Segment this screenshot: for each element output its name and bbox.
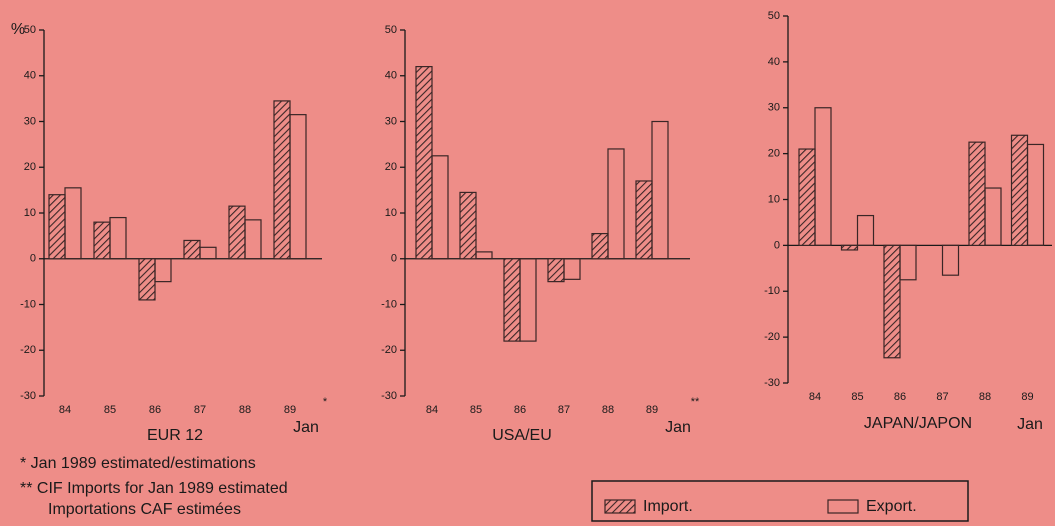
x-tick-label: 84: [809, 391, 821, 403]
y-tick-label: 0: [774, 239, 780, 251]
bar: [93, 221, 111, 260]
bar: [984, 187, 1002, 246]
x-tick-label: 87: [936, 391, 948, 403]
x-tick-label: 87: [558, 404, 570, 416]
bar: [1026, 143, 1045, 246]
bar: [591, 232, 609, 260]
bar: [547, 258, 565, 283]
bar: [899, 244, 917, 281]
footnote: * Jan 1989 estimated/estimations: [20, 455, 256, 472]
y-tick-label: 50: [385, 24, 397, 36]
annotation: Jan: [293, 419, 319, 436]
y-tick-label: -10: [20, 298, 36, 310]
y-tick-label: 20: [385, 161, 397, 173]
y-tick-label: -30: [764, 377, 780, 389]
bar: [415, 65, 433, 260]
y-tick-label: 10: [385, 207, 397, 219]
y-axis-label: %: [11, 21, 25, 38]
legend-box: [591, 480, 969, 522]
y-tick-label: -20: [764, 331, 780, 343]
bar: [183, 239, 201, 260]
bar: [199, 246, 217, 260]
annotation: *: [323, 396, 328, 408]
y-tick-label: -20: [20, 344, 36, 356]
legend-label: Import.: [643, 498, 693, 515]
footnote: Importations CAF estimées: [48, 501, 241, 518]
legend-label: Export.: [866, 498, 917, 515]
x-tick-label: 86: [894, 391, 906, 403]
y-tick-label: 20: [24, 161, 36, 173]
x-tick-label: 84: [59, 404, 71, 416]
bar: [798, 148, 816, 246]
y-tick-label: 50: [768, 10, 780, 22]
x-tick-label: 85: [104, 404, 116, 416]
bar: [109, 216, 127, 260]
chart-subtitle: JAPAN/JAPON: [864, 415, 972, 432]
y-tick-label: 40: [385, 70, 397, 82]
bar: [607, 148, 625, 260]
footnote: ** CIF Imports for Jan 1989 estimated: [20, 480, 288, 497]
y-tick-label: -10: [764, 285, 780, 297]
bar: [563, 258, 581, 280]
x-tick-label: 89: [1021, 391, 1033, 403]
y-tick-label: -20: [381, 344, 397, 356]
y-tick-label: -30: [381, 390, 397, 402]
bar: [503, 258, 521, 342]
bar: [289, 114, 307, 260]
x-tick-label: 88: [979, 391, 991, 403]
bar: [635, 180, 653, 260]
bar: [814, 107, 832, 246]
x-tick-label: 87: [194, 404, 206, 416]
bar: [840, 244, 859, 251]
x-tick-label: 88: [602, 404, 614, 416]
bar: [968, 141, 986, 246]
chart-subtitle: USA/EU: [492, 427, 552, 444]
x-tick-label: 85: [851, 391, 863, 403]
y-tick-label: 0: [391, 253, 397, 265]
annotation: Jan: [1017, 416, 1043, 433]
x-tick-label: 85: [470, 404, 482, 416]
y-tick-label: 40: [768, 56, 780, 68]
y-tick-label: -30: [20, 390, 36, 402]
y-tick-label: 0: [30, 253, 36, 265]
x-tick-label: 86: [149, 404, 161, 416]
y-tick-label: 30: [768, 102, 780, 114]
x-tick-label: 86: [514, 404, 526, 416]
bar: [883, 244, 901, 359]
bar: [475, 251, 493, 260]
bar: [154, 258, 172, 283]
x-tick-label: 88: [239, 404, 251, 416]
bar: [48, 194, 66, 260]
bar: [64, 187, 82, 260]
bar: [519, 258, 537, 342]
y-tick-label: 20: [768, 148, 780, 160]
y-tick-label: 30: [385, 115, 397, 127]
bar: [1010, 134, 1029, 246]
annotation: **: [691, 396, 700, 408]
bar: [244, 219, 262, 260]
bar: [138, 258, 156, 301]
bar: [228, 205, 246, 260]
bar: [431, 155, 449, 260]
bar: [459, 191, 477, 260]
y-tick-label: 30: [24, 115, 36, 127]
x-tick-label: 89: [284, 404, 296, 416]
legend-swatch: [604, 499, 636, 514]
legend-swatch: [827, 499, 859, 514]
y-tick-label: 10: [24, 207, 36, 219]
x-tick-label: 84: [426, 404, 438, 416]
y-tick-label: 40: [24, 70, 36, 82]
bar: [651, 120, 669, 260]
chart-subtitle: EUR 12: [147, 427, 203, 444]
annotation: Jan: [665, 419, 691, 436]
y-tick-label: 50: [24, 24, 36, 36]
bar: [273, 100, 291, 260]
bar: [856, 214, 875, 246]
y-tick-label: -10: [381, 298, 397, 310]
bar: [941, 244, 960, 276]
x-tick-label: 89: [646, 404, 658, 416]
y-tick-label: 10: [768, 193, 780, 205]
